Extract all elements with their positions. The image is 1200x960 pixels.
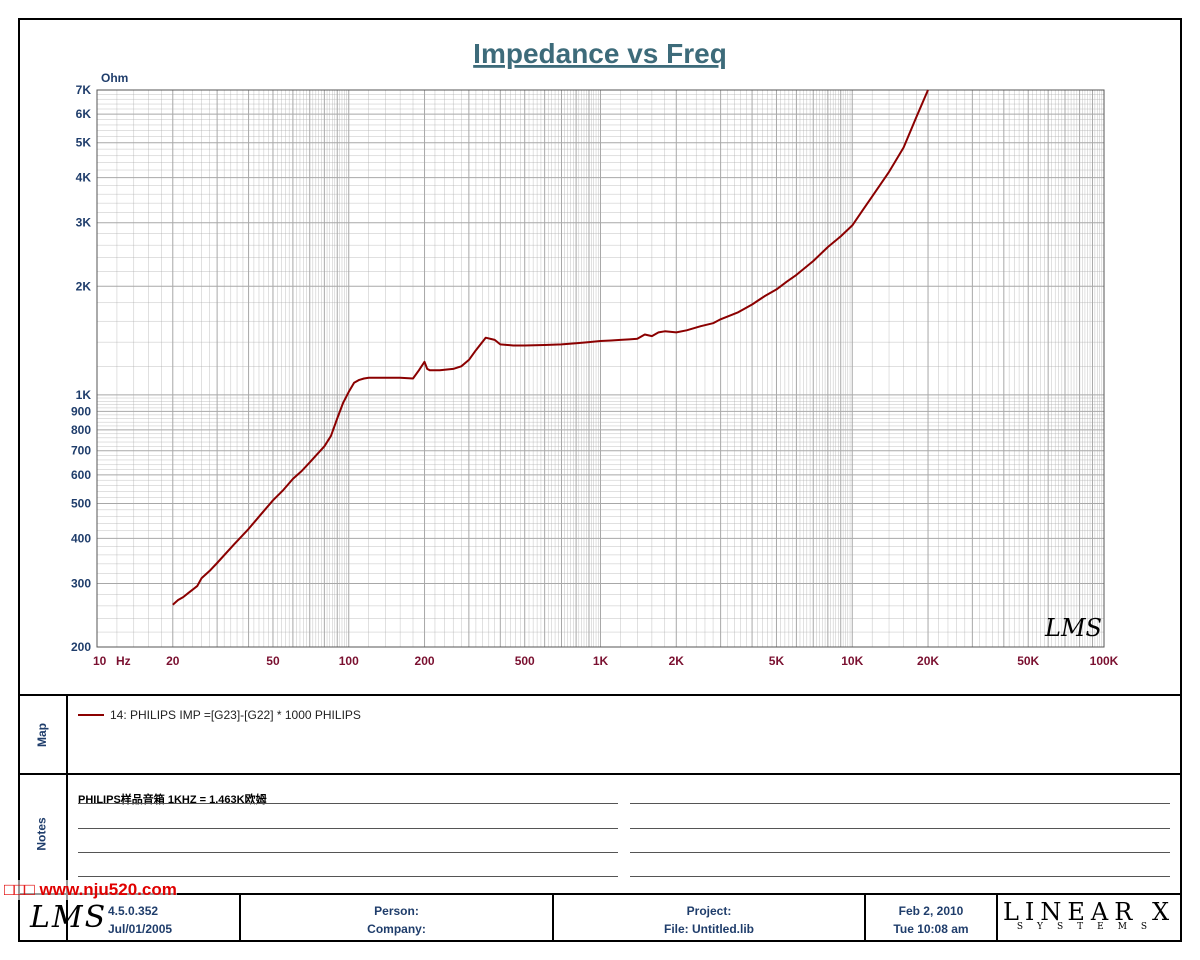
x-tick-label: 2K (669, 654, 685, 668)
linearx-brand: LINEAR X (1002, 898, 1176, 926)
plot-border (96, 89, 1105, 648)
note-rule (630, 852, 1170, 853)
footer-divider (552, 893, 554, 942)
y-tick-label: 2K (76, 279, 92, 293)
notes-panel-top-border (18, 773, 1182, 775)
report-frame (18, 18, 1182, 942)
notes-label-cell: Notes (18, 775, 66, 893)
x-tick-label: 50 (266, 654, 280, 668)
note-rule (630, 828, 1170, 829)
note-rule (630, 876, 1170, 877)
note-line-1: PHILIPS样品音箱 1KHZ = 1.463K欧姆 (78, 794, 267, 806)
x-tick-label: 10K (841, 654, 863, 668)
grid (96, 89, 1105, 648)
footer-divider (864, 893, 866, 942)
y-tick-label: 800 (71, 423, 91, 437)
legend-swatch (78, 714, 104, 716)
x-tick-label: 5K (769, 654, 785, 668)
map-panel-top-border (18, 694, 1182, 696)
person-label: Person: (374, 904, 419, 918)
y-tick-label: 5K (76, 136, 92, 150)
y-tick-label: 7K (76, 83, 92, 97)
note-rule (78, 876, 618, 877)
report-time: Tue 10:08 am (893, 922, 969, 936)
y-tick-label: 400 (71, 531, 91, 545)
x-tick-label: 20 (166, 654, 180, 668)
side-label-divider (66, 694, 68, 942)
notes-label: Notes (35, 817, 49, 851)
note-rule (630, 803, 1170, 804)
y-tick-label: 200 (71, 640, 91, 654)
y-tick-label: 4K (76, 171, 92, 185)
x-tick-label: 1K (593, 654, 609, 668)
tick-labels: 10 20 50 100 200 500 1K 2K 5K 10K 20K 50K 100K 200 300… (71, 83, 1119, 668)
version-number: 4.5.0.352 (108, 904, 159, 918)
person-company-cell: Person: Company: (241, 900, 552, 940)
y-tick-label: 3K (76, 216, 92, 230)
series-layer (172, 89, 929, 606)
y-tick-label: 300 (71, 576, 91, 590)
legend-entry: 14: PHILIPS IMP =[G23]-[G22] * 1000 PHIL… (110, 708, 361, 722)
footer-divider (239, 893, 241, 942)
linearx-logo: LINEAR X SYSTEMS (1000, 898, 1178, 932)
lms-chart-logo: LMS (1044, 614, 1102, 642)
impedance-chart: Impedance vs Freq Ohm Hz 10 20 50 100 200 500… (71, 38, 1119, 668)
company-label: Company: (367, 922, 426, 936)
lms-footer-logo: LMS (30, 900, 108, 935)
y-axis-unit: Ohm (101, 71, 128, 85)
file-label: File: Untitled.lib (664, 922, 754, 936)
y-tick-label: 900 (71, 404, 91, 418)
report-date: Feb 2, 2010 (898, 904, 964, 918)
note-rule (78, 803, 618, 804)
x-tick-label: 100K (1090, 654, 1119, 668)
footer-top-border (18, 893, 1182, 895)
release-date: Jul/01/2005 (108, 922, 173, 936)
datetime-cell: Feb 2, 2010 Tue 10:08 am (866, 900, 996, 940)
note-rule (78, 852, 618, 853)
y-tick-label: 700 (71, 444, 91, 458)
x-axis-unit: Hz (116, 654, 131, 668)
x-tick-label: 100 (339, 654, 359, 668)
footer-divider (996, 893, 998, 942)
chart-title: Impedance vs Freq (473, 38, 727, 69)
project-label: Project: (686, 904, 732, 918)
y-tick-label: 1K (76, 388, 92, 402)
x-tick-label: 50K (1017, 654, 1039, 668)
y-tick-label: 6K (76, 107, 92, 121)
y-tick-label: 500 (71, 496, 91, 510)
linearx-systems: SYSTEMS (1016, 922, 1162, 932)
x-tick-label: 500 (515, 654, 535, 668)
map-label: Map (35, 723, 49, 747)
map-label-cell: Map (18, 696, 66, 774)
watermark: □□□ www.nju520.com (4, 880, 177, 900)
x-tick-label: 10 (93, 654, 107, 668)
note-rule (78, 828, 618, 829)
project-cell: Project: File: Untitled.lib (554, 900, 864, 940)
impedance-series-line (172, 89, 929, 606)
legend: 14: PHILIPS IMP =[G23]-[G22] * 1000 PHIL… (78, 708, 361, 722)
x-tick-label: 200 (415, 654, 435, 668)
x-tick-label: 20K (917, 654, 939, 668)
y-tick-label: 600 (71, 468, 91, 482)
version-info: 4.5.0.352 Jul/01/2005 (108, 902, 172, 938)
